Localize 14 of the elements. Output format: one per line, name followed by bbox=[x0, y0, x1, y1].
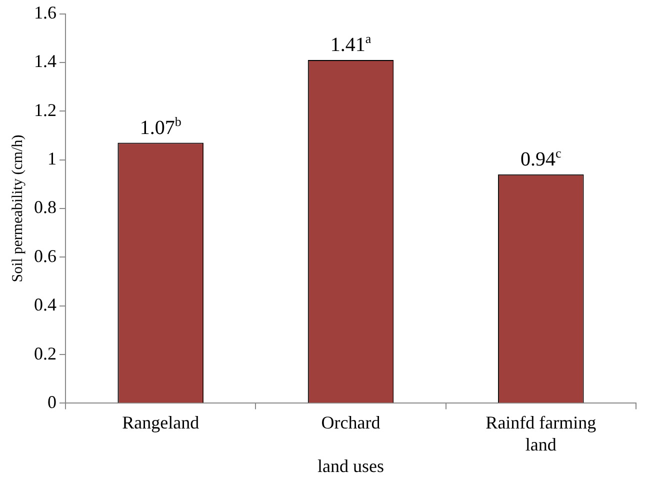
y-tick-label: 1.6 bbox=[34, 2, 56, 23]
y-tick-label: 1.4 bbox=[34, 51, 56, 72]
y-tick-label: 0.4 bbox=[34, 294, 56, 315]
y-axis-title: Soil permeability (cm/h) bbox=[10, 134, 26, 282]
y-tick-label: 0.8 bbox=[34, 197, 56, 218]
y-tick-label: 0.6 bbox=[34, 246, 56, 266]
y-tick-label: 1.2 bbox=[34, 100, 56, 120]
x-tick-label: Rangeland bbox=[122, 412, 200, 433]
x-axis-title: land uses bbox=[318, 456, 384, 476]
y-tick-label: 1 bbox=[48, 148, 56, 169]
y-tick-label: 0.2 bbox=[34, 343, 56, 364]
y-tick-label: 0 bbox=[48, 392, 56, 412]
x-tick-label: Orchard bbox=[321, 412, 380, 433]
x-tick-label: Rainfd farming land bbox=[486, 412, 596, 454]
